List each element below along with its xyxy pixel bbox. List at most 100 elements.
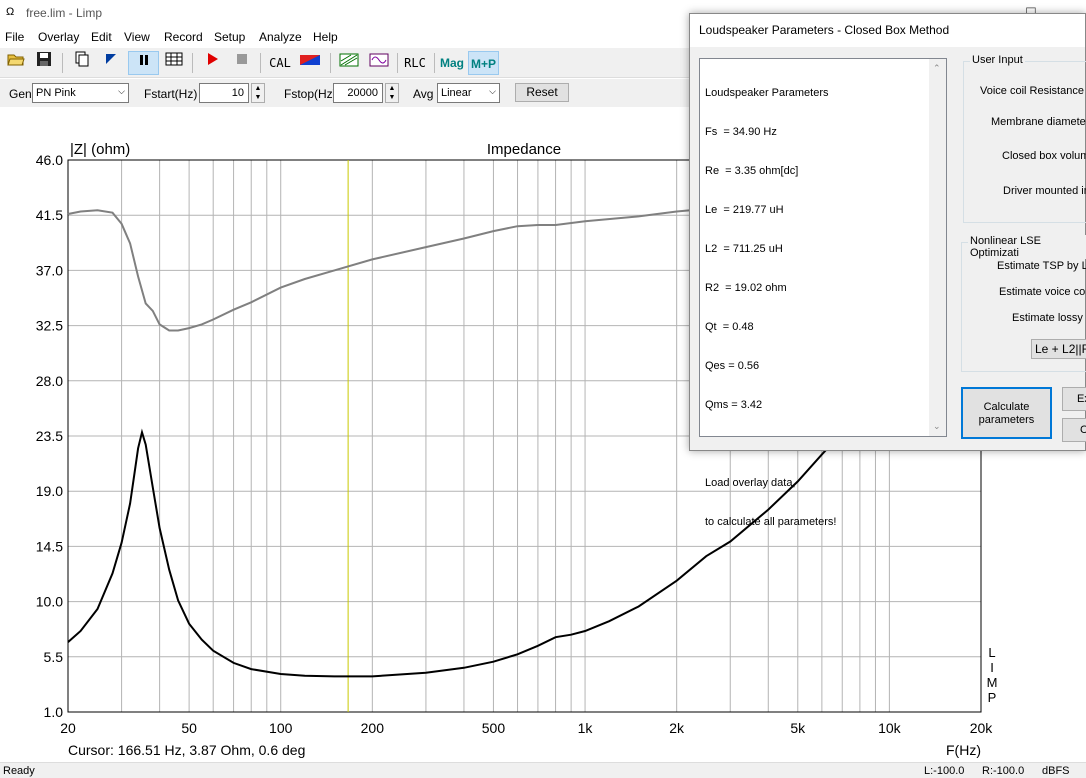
y-tick-label: 1.0 bbox=[44, 704, 64, 720]
stop-icon[interactable] bbox=[230, 51, 254, 75]
fstart-spin-icon[interactable]: ▲ ▼ bbox=[251, 83, 265, 103]
y-tick-label: 23.5 bbox=[36, 428, 63, 444]
filter-icon[interactable] bbox=[336, 51, 362, 75]
menu-view[interactable]: View bbox=[124, 30, 150, 44]
param-line: Fs = 34.90 Hz bbox=[705, 126, 777, 138]
fstop-label: Fstop(Hz) bbox=[284, 87, 337, 101]
cal-button[interactable]: CAL bbox=[269, 56, 291, 70]
param-line: to calculate all parameters! bbox=[705, 516, 837, 528]
param-line: Qms = 3.42 bbox=[705, 399, 763, 411]
menu-overlay[interactable]: Overlay bbox=[38, 30, 80, 44]
reset-button[interactable]: Reset bbox=[515, 83, 569, 102]
fstop-spin-icon[interactable]: ▲ ▼ bbox=[385, 83, 399, 103]
scrollbar[interactable]: ⌃ ⌄ bbox=[929, 59, 946, 436]
waveform-icon[interactable] bbox=[366, 51, 392, 75]
y-tick-label: 37.0 bbox=[36, 262, 63, 278]
loudspeaker-parameters-dialog: Loudspeaker Parameters - Closed Box Meth… bbox=[689, 13, 1086, 528]
left-level: L:-100.0 bbox=[924, 765, 965, 777]
ex-button[interactable]: Ex bbox=[1062, 387, 1086, 411]
dialog-title-bar: Loudspeaker Parameters - Closed Box Meth… bbox=[690, 14, 1085, 47]
avg-label: Avg bbox=[413, 87, 434, 101]
side-label-letter: I bbox=[990, 660, 994, 675]
x-tick-label: 100 bbox=[269, 720, 293, 736]
marker-icon[interactable] bbox=[99, 51, 123, 75]
x-tick-label: 20 bbox=[60, 720, 76, 736]
open-folder-icon[interactable] bbox=[4, 51, 28, 75]
side-label-letter: P bbox=[988, 690, 997, 705]
rlc-button[interactable]: RLC bbox=[404, 56, 426, 70]
param-line bbox=[705, 438, 941, 451]
menu-file[interactable]: File bbox=[5, 30, 25, 44]
x-tick-label: 500 bbox=[482, 720, 506, 736]
param-line: Le = 219.77 uH bbox=[705, 204, 784, 216]
lse-group: Nonlinear LSE Optimizati bbox=[961, 235, 1086, 372]
user-input-title: User Input bbox=[970, 54, 1025, 66]
y-tick-label: 46.0 bbox=[36, 152, 63, 168]
avg-select[interactable]: Linear ⌵ bbox=[437, 83, 500, 103]
menu-record[interactable]: Record bbox=[164, 30, 203, 44]
chevron-down-icon: ⌵ bbox=[118, 86, 125, 96]
x-tick-label: 20k bbox=[970, 720, 994, 736]
param-line: Loudspeaker Parameters bbox=[705, 87, 829, 99]
x-tick-label: 50 bbox=[181, 720, 197, 736]
app-icon: Ω bbox=[6, 6, 15, 18]
table-icon[interactable] bbox=[162, 51, 186, 75]
param-line: L2 = 711.25 uH bbox=[705, 243, 783, 255]
right-level: R:-100.0 bbox=[982, 765, 1025, 777]
pause-icon[interactable] bbox=[128, 51, 159, 75]
menu-analyze[interactable]: Analyze bbox=[259, 30, 302, 44]
gen-label: Gen bbox=[9, 87, 32, 101]
cursor-readout: Cursor: 166.51 Hz, 3.87 Ohm, 0.6 deg bbox=[68, 742, 305, 758]
param-line: Qes = 0.56 bbox=[705, 360, 760, 372]
menu-help[interactable]: Help bbox=[313, 30, 338, 44]
chevron-down-icon[interactable]: ⌄ bbox=[933, 421, 941, 431]
record-play-icon[interactable] bbox=[200, 51, 224, 75]
param-line: R2 = 19.02 ohm bbox=[705, 282, 787, 294]
membrane-diameter-label: Membrane diameter bbox=[991, 116, 1086, 128]
user-input-group: User Input bbox=[963, 54, 1086, 223]
x-tick-label: 200 bbox=[361, 720, 385, 736]
calculate-parameters-button[interactable]: Calculate parameters bbox=[961, 387, 1052, 439]
parameters-textbox[interactable]: Loudspeaker Parameters Fs = 34.90 Hz Re … bbox=[699, 58, 947, 528]
closed-box-volume-label: Closed box volum bbox=[1002, 150, 1086, 162]
mag-button[interactable]: Mag bbox=[440, 56, 464, 70]
y-tick-label: 10.0 bbox=[36, 594, 63, 610]
x-tick-label: 10k bbox=[878, 720, 902, 736]
side-label-letter: L bbox=[988, 645, 995, 660]
status-text: Ready bbox=[3, 765, 35, 777]
gen-select[interactable]: PN Pink ⌵ bbox=[32, 83, 129, 103]
chevron-down-icon: ⌵ bbox=[489, 86, 496, 96]
param-line: Re = 3.35 ohm[dc] bbox=[705, 165, 799, 177]
model-select-button[interactable]: Le + L2||R bbox=[1031, 339, 1086, 359]
x-axis-label: F(Hz) bbox=[946, 742, 981, 758]
fstart-label: Fstart(Hz) bbox=[144, 87, 198, 101]
fstop-input[interactable]: 20000 bbox=[333, 83, 383, 103]
maximize-icon[interactable]: ☐ bbox=[1008, 2, 1054, 24]
c-button[interactable]: C bbox=[1062, 418, 1086, 442]
window-title: free.lim - Limp bbox=[26, 6, 103, 20]
lse-title: Nonlinear LSE Optimizati bbox=[968, 235, 1086, 259]
menu-edit[interactable]: Edit bbox=[91, 30, 112, 44]
magnitude-line bbox=[67, 428, 843, 678]
side-label-letter: M bbox=[987, 675, 998, 690]
y-tick-label: 32.5 bbox=[36, 318, 63, 334]
estimate-voice-coil-label: Estimate voice coil bbox=[999, 286, 1086, 298]
y-tick-label: 41.5 bbox=[36, 207, 63, 223]
save-icon[interactable] bbox=[32, 51, 56, 75]
dialog-title: Loudspeaker Parameters - Closed Box Meth… bbox=[699, 23, 950, 37]
param-line: Qt = 0.48 bbox=[705, 321, 754, 333]
x-tick-label: 2k bbox=[669, 720, 685, 736]
voice-coil-resistance-label: Voice coil Resistance (o bbox=[980, 85, 1086, 97]
status-bar: Ready L:-100.0 R:-100.0 dBFS bbox=[0, 762, 1086, 778]
fstart-input[interactable]: 10 bbox=[199, 83, 249, 103]
mag-phase-button[interactable]: M+P bbox=[468, 51, 499, 75]
driver-mounted-label: Driver mounted in bbox=[1003, 185, 1086, 197]
level-unit: dBFS bbox=[1042, 765, 1070, 777]
color-swap-icon[interactable] bbox=[297, 51, 323, 75]
chart-title: Impedance bbox=[487, 141, 561, 158]
y-axis-label: |Z| (ohm) bbox=[70, 141, 130, 158]
copy-icon[interactable] bbox=[70, 51, 94, 75]
chevron-up-icon[interactable]: ⌃ bbox=[933, 63, 941, 73]
menu-setup[interactable]: Setup bbox=[214, 30, 246, 44]
y-tick-label: 14.5 bbox=[36, 538, 63, 554]
